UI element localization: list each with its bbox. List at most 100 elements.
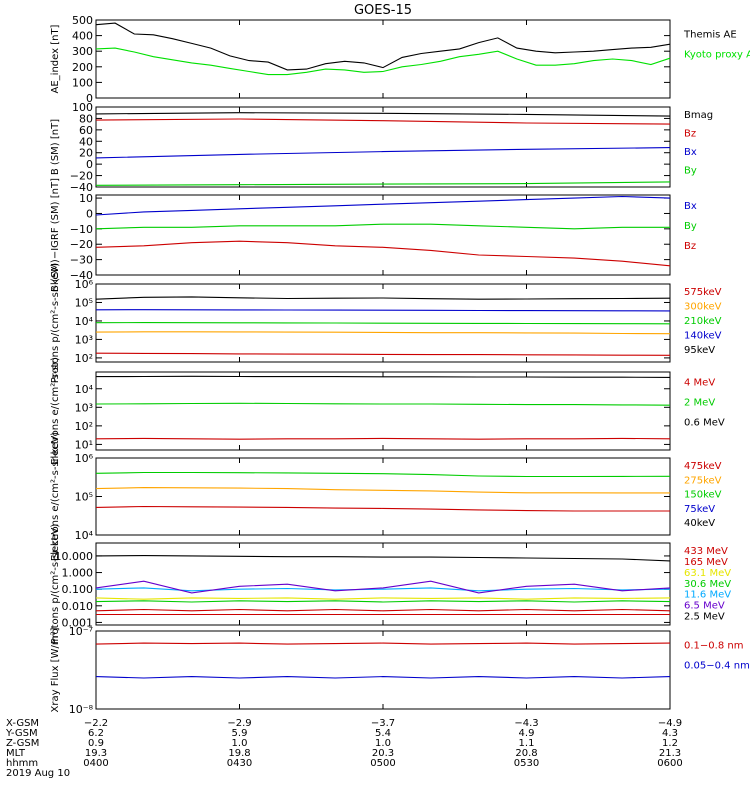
x-axis-table: X-GSM −2.2 −2.9 −3.7 −4.3 −4.9 Y-GSM 6.2 5.9 5.4 4… bbox=[5, 718, 683, 779]
panel-frame bbox=[95, 19, 671, 99]
series-line bbox=[95, 112, 671, 117]
legend-entry: Themis AE bbox=[683, 30, 737, 41]
y-tick-label: 10² bbox=[75, 420, 93, 433]
legend-entry: 2.5 MeV bbox=[684, 611, 725, 622]
legend-entry: By bbox=[684, 166, 697, 177]
legend-entry: 30.6 MeV bbox=[684, 579, 731, 590]
y-tick-label: 10⁻⁷ bbox=[69, 625, 93, 638]
series-line bbox=[95, 587, 671, 592]
legend-entry: Bmag bbox=[684, 110, 713, 121]
x-axis-value: 0.9 bbox=[88, 738, 104, 749]
x-axis-row-label: hhmm bbox=[6, 758, 38, 769]
y-axis-label: Protons p/(cm²-s-sr-keV) bbox=[50, 524, 61, 645]
x-axis-value: 0600 bbox=[657, 758, 682, 769]
x-axis-value: 1.1 bbox=[519, 738, 535, 749]
y-tick-label: 60 bbox=[79, 124, 93, 137]
y-tick-label: 10 bbox=[79, 192, 93, 205]
y-axis-label: Electrons e/(cm²-s-sr-keV) bbox=[50, 432, 61, 561]
legend-entry: 6.5 MeV bbox=[684, 600, 725, 611]
x-axis-value: 4.9 bbox=[519, 728, 535, 739]
x-axis-row-label: Z-GSM bbox=[6, 738, 39, 749]
x-axis-row-label: X-GSM bbox=[6, 718, 39, 729]
y-tick-label: 10⁵ bbox=[75, 296, 93, 309]
series-line bbox=[95, 437, 671, 440]
series-line bbox=[95, 487, 670, 494]
x-axis-row-label: MLT bbox=[6, 748, 26, 759]
y-tick-label: 10³ bbox=[75, 401, 93, 414]
x-axis-value: −2.2 bbox=[84, 718, 108, 729]
x-axis-value: 1.2 bbox=[662, 738, 678, 749]
y-tick-label: 0.100 bbox=[62, 583, 94, 596]
legend-entry: 11.6 MeV bbox=[684, 590, 731, 601]
y-tick-label: 1.000 bbox=[62, 567, 94, 580]
series-line bbox=[95, 555, 671, 562]
y-tick-label: 400 bbox=[72, 30, 93, 43]
x-axis-value: −2.9 bbox=[227, 718, 251, 729]
legend-entry: 150keV bbox=[684, 490, 722, 501]
legend-entry: 300keV bbox=[684, 302, 722, 313]
y-axis-label: AE_index [nT] bbox=[50, 24, 61, 93]
legend-entry: 2 MeV bbox=[684, 398, 715, 409]
legend-entry: 275keV bbox=[684, 475, 722, 486]
y-tick-label: 0.010 bbox=[62, 600, 94, 613]
x-axis-value: 5.4 bbox=[375, 728, 391, 739]
legend-entry: 0.6 MeV bbox=[684, 418, 725, 429]
y-tick-label: 10.000 bbox=[55, 550, 94, 563]
y-tick-label: 500 bbox=[72, 14, 93, 27]
series-line bbox=[95, 352, 671, 356]
legend-entry: Bx bbox=[684, 201, 697, 212]
y-tick-label: −40 bbox=[70, 181, 93, 194]
y-tick-label: −30 bbox=[70, 254, 93, 267]
chart-panel-1: 0 100 200 300 400 500 AE_index [nT] Themis AE Ky… bbox=[50, 14, 750, 105]
series-line bbox=[95, 471, 671, 478]
series-line bbox=[95, 181, 671, 186]
x-axis-value: −4.3 bbox=[514, 718, 538, 729]
series-line bbox=[95, 580, 671, 594]
y-tick-label: 10¹ bbox=[75, 438, 93, 451]
series-line bbox=[95, 195, 671, 216]
legend-entry: 210keV bbox=[684, 316, 722, 327]
y-tick-label: 20 bbox=[79, 147, 93, 160]
x-axis-value: −4.9 bbox=[658, 718, 682, 729]
series-line bbox=[95, 118, 671, 125]
series-line bbox=[95, 375, 671, 378]
y-tick-label: 0 bbox=[86, 158, 93, 171]
x-axis-value: 1.0 bbox=[375, 738, 391, 749]
legend-entry: 0.05−0.4 nm bbox=[684, 661, 750, 672]
chart-panel-3: −40 −30 −20 −10 0 10 B (SM)−IGRF (SM) [nT] Bx By… bbox=[50, 178, 697, 292]
series-line bbox=[95, 322, 671, 325]
x-axis-value: 5.9 bbox=[232, 728, 248, 739]
legend-entry: 575keV bbox=[684, 287, 722, 298]
y-tick-label: −20 bbox=[70, 170, 93, 183]
legend-entry: 63.1 MeV bbox=[684, 568, 731, 579]
y-tick-label: 0 bbox=[86, 207, 93, 220]
legend-entry: 40keV bbox=[684, 518, 715, 529]
y-tick-label: 80 bbox=[79, 112, 93, 125]
series-line bbox=[95, 223, 670, 230]
legend-entry: 475keV bbox=[684, 461, 722, 472]
y-tick-label: 10⁵ bbox=[75, 491, 93, 504]
x-axis-value: 19.3 bbox=[85, 748, 107, 759]
series-line bbox=[95, 402, 671, 406]
legend-entry: Bz bbox=[684, 241, 696, 252]
series-line bbox=[95, 597, 671, 600]
y-tick-label: −20 bbox=[70, 238, 93, 251]
x-axis-value: −3.7 bbox=[371, 718, 395, 729]
series-line bbox=[95, 600, 671, 603]
series-line bbox=[95, 676, 671, 679]
series-line bbox=[95, 147, 671, 159]
panel-frame bbox=[95, 194, 671, 276]
legend-entry: 433 MeV bbox=[684, 546, 728, 557]
y-axis-label: Protons p/(cm²-s-sr-keV) bbox=[50, 263, 61, 384]
y-axis-label: B (SM) [nT] bbox=[50, 119, 61, 175]
y-tick-label: 300 bbox=[72, 45, 93, 58]
y-tick-label: 10² bbox=[75, 352, 93, 365]
x-axis-value: 0400 bbox=[83, 758, 108, 769]
x-axis-value: 19.8 bbox=[228, 748, 250, 759]
legend-entry: By bbox=[684, 221, 697, 232]
panel-frame bbox=[95, 457, 671, 536]
y-tick-label: 10⁶ bbox=[75, 452, 94, 465]
chart-panel-6: 10⁴ 10⁵ 10⁶ Electrons e/(cm²-s-sr-keV) 475ke… bbox=[50, 432, 722, 561]
